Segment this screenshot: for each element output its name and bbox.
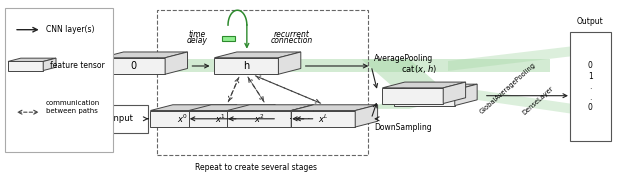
Text: time: time	[189, 30, 205, 39]
Polygon shape	[291, 111, 355, 127]
FancyBboxPatch shape	[362, 59, 550, 72]
Text: communication
between paths: communication between paths	[46, 100, 100, 114]
Polygon shape	[455, 84, 477, 106]
Polygon shape	[355, 105, 378, 127]
Text: · · · ·: · · · ·	[289, 114, 310, 124]
Polygon shape	[362, 59, 442, 87]
Polygon shape	[291, 105, 314, 127]
Text: Output: Output	[577, 17, 604, 26]
Polygon shape	[214, 58, 278, 74]
Polygon shape	[150, 111, 214, 127]
Polygon shape	[448, 86, 573, 114]
Polygon shape	[278, 52, 301, 74]
FancyBboxPatch shape	[222, 36, 235, 41]
Polygon shape	[394, 84, 477, 90]
Text: recurrent: recurrent	[274, 30, 310, 39]
Polygon shape	[362, 101, 442, 109]
Polygon shape	[253, 105, 275, 127]
Polygon shape	[291, 105, 378, 111]
FancyBboxPatch shape	[112, 59, 362, 72]
Text: $x^{L}$: $x^{L}$	[318, 113, 328, 125]
Text: delay: delay	[187, 36, 207, 45]
Text: CNN layer(s): CNN layer(s)	[46, 25, 95, 34]
Polygon shape	[448, 46, 573, 71]
Polygon shape	[214, 52, 301, 58]
FancyBboxPatch shape	[96, 105, 148, 133]
Polygon shape	[443, 82, 466, 104]
Text: DenseLayer: DenseLayer	[522, 85, 555, 116]
Text: 0: 0	[130, 61, 136, 71]
Text: $x^{0}$: $x^{0}$	[177, 113, 188, 125]
Text: Repeat to create several stages: Repeat to create several stages	[195, 163, 317, 171]
FancyBboxPatch shape	[570, 32, 611, 141]
FancyBboxPatch shape	[5, 8, 113, 152]
Text: 0
1
.
.
0: 0 1 . . 0	[588, 61, 593, 112]
Text: feature tensor: feature tensor	[50, 62, 105, 71]
Polygon shape	[214, 105, 237, 127]
Text: AveragePooling: AveragePooling	[374, 53, 434, 63]
Polygon shape	[383, 88, 443, 104]
Text: GlobalAveragePooling: GlobalAveragePooling	[478, 62, 537, 115]
Text: cat($\mathbf{\mathit{x}}$, $\mathbf{\mathit{h}}$): cat($\mathbf{\mathit{x}}$, $\mathbf{\mat…	[401, 63, 437, 75]
Text: Input: Input	[111, 114, 133, 123]
Polygon shape	[44, 58, 56, 71]
Polygon shape	[101, 58, 165, 74]
Text: connection: connection	[271, 36, 313, 45]
Polygon shape	[394, 90, 455, 106]
Polygon shape	[150, 105, 237, 111]
Polygon shape	[8, 58, 56, 61]
Polygon shape	[165, 52, 188, 74]
Polygon shape	[101, 52, 188, 58]
Polygon shape	[227, 105, 314, 111]
Polygon shape	[189, 105, 275, 111]
Polygon shape	[8, 61, 44, 71]
Text: h: h	[243, 61, 250, 71]
Polygon shape	[383, 82, 466, 88]
Text: $x^{2}$: $x^{2}$	[254, 113, 264, 125]
Polygon shape	[227, 111, 291, 127]
Text: $x^{1}$: $x^{1}$	[216, 113, 226, 125]
Text: DownSampling: DownSampling	[374, 123, 432, 132]
Polygon shape	[189, 111, 253, 127]
